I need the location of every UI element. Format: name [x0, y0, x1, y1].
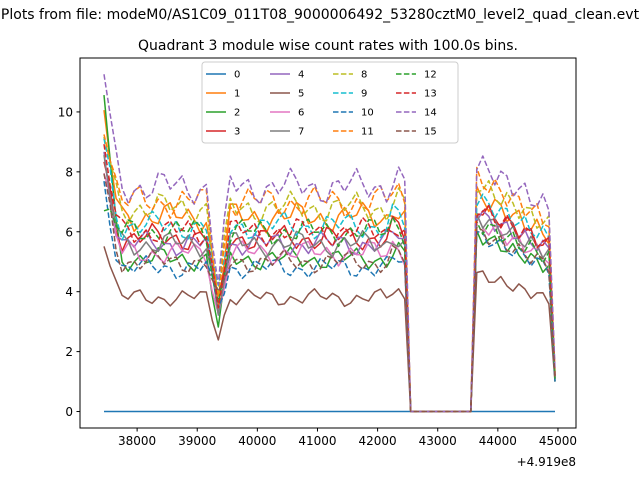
series-line-8 — [103, 136, 556, 413]
legend-label-10: 10 — [361, 108, 374, 119]
x-axis-offset-text: +4.919e8 — [517, 455, 576, 469]
legend-label-8: 8 — [361, 70, 367, 81]
legend-label-7: 7 — [298, 127, 304, 138]
series-line-10 — [103, 181, 556, 413]
axes-title: Quadrant 3 module wise count rates with … — [138, 38, 518, 54]
legend-label-0: 0 — [234, 70, 240, 81]
legend-label-15: 15 — [424, 127, 437, 138]
legend-label-3: 3 — [234, 127, 240, 138]
legend-box — [201, 61, 459, 144]
series-line-12 — [103, 208, 556, 413]
y-tick-label: 4 — [65, 285, 73, 299]
legend-label-4: 4 — [298, 70, 304, 81]
y-tick-label: 2 — [65, 345, 73, 359]
series-line-2 — [103, 95, 556, 413]
series-line-3 — [103, 161, 556, 413]
x-tick-label: 40000 — [238, 434, 276, 448]
series-line-7 — [103, 155, 556, 413]
figure-suptitle: Plots from file: modeM0/AS1C09_011T08_90… — [1, 7, 640, 23]
legend-label-6: 6 — [298, 108, 304, 119]
legend-label-9: 9 — [361, 89, 367, 100]
legend-label-12: 12 — [424, 70, 437, 81]
x-tick-label: 38000 — [118, 434, 156, 448]
legend-label-14: 14 — [424, 108, 437, 119]
y-axis-ticks: 0 2 4 6 8 10 — [58, 105, 80, 419]
y-tick-label: 8 — [65, 165, 73, 179]
series-line-13 — [103, 144, 556, 413]
legend-label-1: 1 — [234, 89, 240, 100]
x-tick-label: 41000 — [298, 434, 336, 448]
x-tick-label: 43000 — [419, 434, 457, 448]
legend-label-5: 5 — [298, 89, 304, 100]
series-line-14 — [103, 74, 556, 413]
x-tick-label: 39000 — [178, 434, 216, 448]
legend-label-13: 13 — [424, 89, 437, 100]
x-tick-label: 42000 — [359, 434, 397, 448]
y-tick-label: 6 — [65, 225, 73, 239]
series-line-9 — [103, 138, 556, 413]
y-tick-label: 10 — [58, 105, 73, 119]
x-axis-ticks: 38000 39000 40000 41000 42000 43000 44000 45000 — [118, 428, 577, 448]
series-layer — [103, 74, 556, 413]
x-tick-label: 45000 — [539, 434, 577, 448]
axes-frame — [79, 57, 577, 429]
x-tick-label: 44000 — [479, 434, 517, 448]
series-line-5 — [103, 246, 556, 413]
series-line-11 — [103, 134, 556, 413]
legend-label-11: 11 — [361, 127, 374, 138]
y-tick-label: 0 — [65, 405, 73, 419]
series-line-15 — [103, 173, 556, 413]
legend-label-2: 2 — [234, 108, 240, 119]
